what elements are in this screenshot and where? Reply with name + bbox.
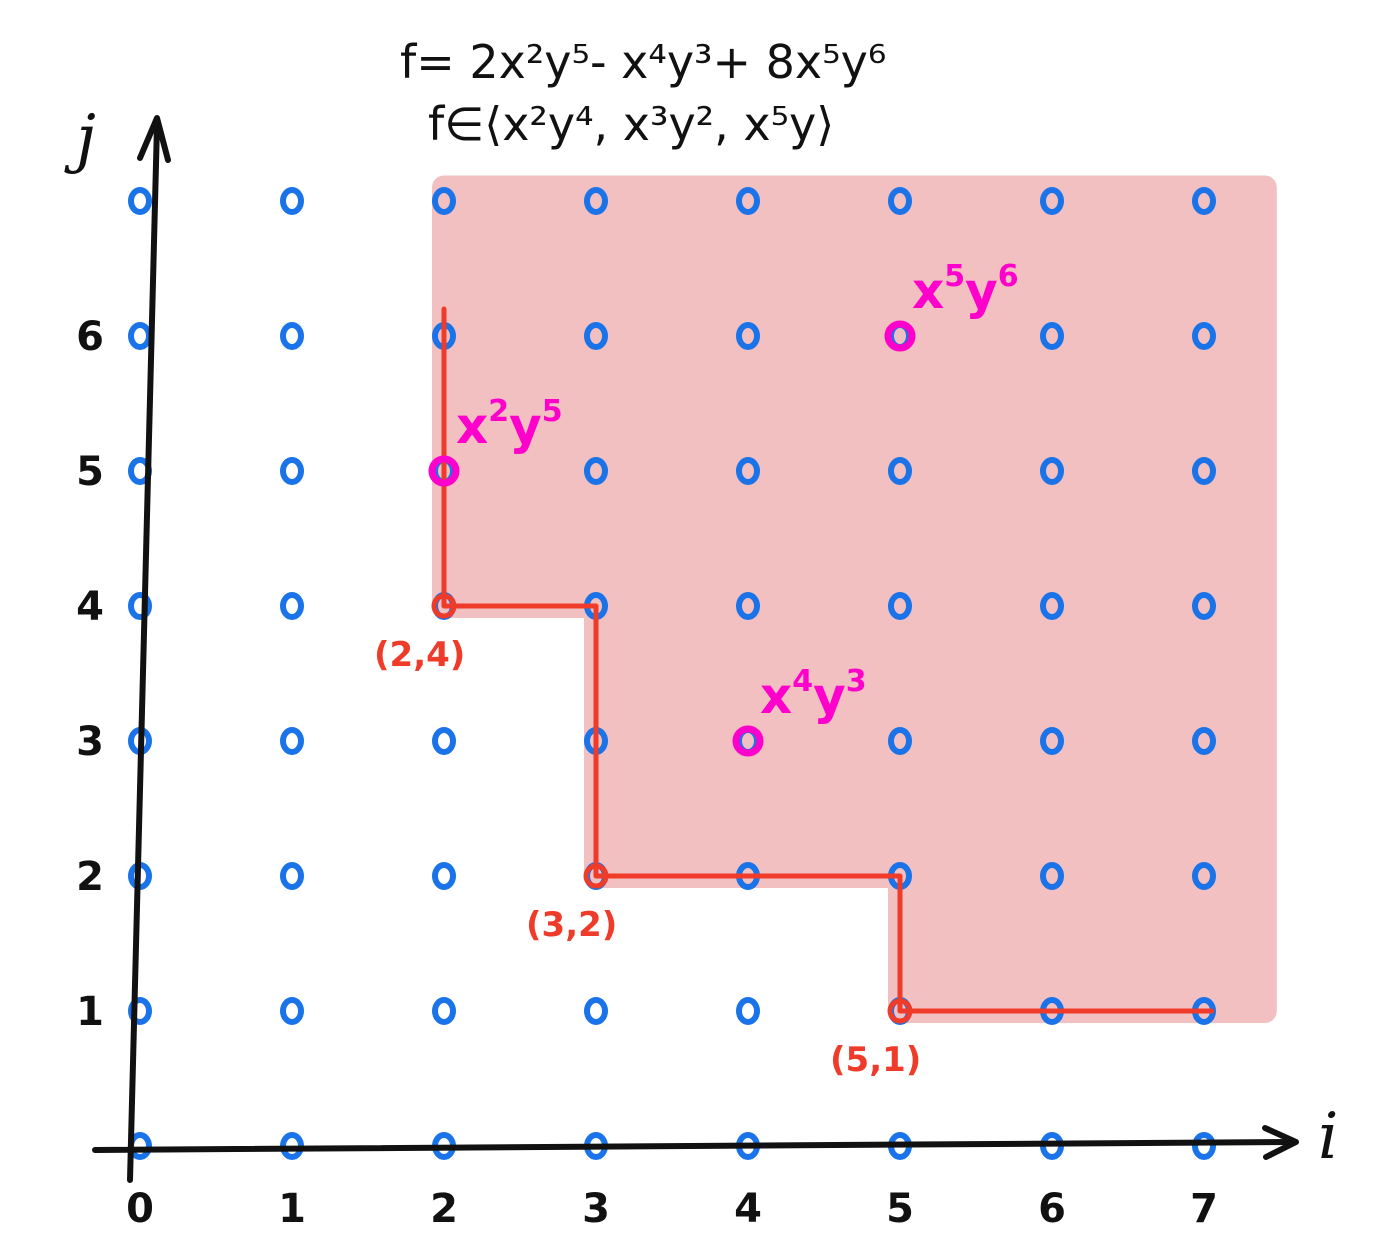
y-tick-labels: 1 2 3 4 5 6: [76, 314, 104, 1035]
lattice-point: [1040, 862, 1064, 890]
lattice-point: [1192, 457, 1216, 485]
term-variable: y: [509, 397, 542, 455]
generator-label: (5,1): [830, 1040, 921, 1080]
y-tick-label: 5: [76, 449, 104, 495]
lattice-point: [1192, 322, 1216, 350]
lattice-point: [1040, 187, 1064, 215]
generator-point: [887, 998, 913, 1024]
lattice-point: [280, 727, 304, 755]
lattice-point: [888, 592, 912, 620]
polynomial-formula: f= 2x²y⁵- x⁴y³+ 8x⁵y⁶: [400, 35, 886, 89]
y-tick-label: 6: [76, 314, 104, 360]
lattice-point: [736, 457, 760, 485]
term-exponent: 3: [846, 664, 867, 699]
term-point: [428, 455, 460, 487]
x-tick-label: 6: [1038, 1186, 1066, 1232]
lattice-point: [1192, 592, 1216, 620]
staircase-boundary: [441, 306, 1215, 1014]
generator-corners: (2,4) (3,2) (5,1): [374, 593, 921, 1080]
lattice-point: [1192, 862, 1216, 890]
lattice-point: [432, 862, 456, 890]
y-tick-label: 1: [76, 989, 104, 1035]
lattice-point: [128, 322, 152, 350]
term-point: [884, 320, 916, 352]
lattice-point: [888, 727, 912, 755]
term-point: [732, 725, 764, 757]
lattice-point: [128, 997, 152, 1025]
y-tick-label: 4: [76, 584, 104, 630]
term-variable: x: [760, 667, 792, 725]
term-variable: y: [965, 262, 998, 320]
lattice-point: [280, 187, 304, 215]
lattice-point: [1040, 727, 1064, 755]
lattice-point: [128, 592, 152, 620]
term-variable: x: [912, 262, 944, 320]
x-axis-arrowhead: [1262, 1125, 1299, 1160]
lattice-point: [432, 187, 456, 215]
ideal-region: [432, 175, 1277, 1023]
x-tick-label: 1: [278, 1186, 306, 1232]
y-axis-arrowhead: [137, 115, 171, 163]
x-tick-label: 5: [886, 1186, 914, 1232]
term-exponent: 6: [998, 259, 1019, 294]
lattice-point: [432, 727, 456, 755]
lattice-point: [1040, 592, 1064, 620]
x-tick-labels: 0 1 2 3 4 5 6 7: [126, 1186, 1218, 1232]
lattice-point: [736, 997, 760, 1025]
lattice-point: [280, 457, 304, 485]
y-axis-line: [127, 122, 160, 1183]
lattice-point: [736, 322, 760, 350]
generator-point: [583, 863, 609, 889]
x-tick-label: 0: [126, 1186, 154, 1232]
lattice-point: [584, 457, 608, 485]
term-exponent: 4: [792, 664, 813, 699]
term-variable: x: [456, 397, 488, 455]
lattice-point: [584, 322, 608, 350]
lattice-point: [736, 592, 760, 620]
generator-label: (2,4): [374, 635, 465, 675]
x-tick-label: 2: [430, 1186, 458, 1232]
x-tick-label: 4: [734, 1186, 762, 1232]
x-tick-label: 7: [1190, 1186, 1218, 1232]
lattice-point: [1040, 457, 1064, 485]
lattice-point: [1192, 187, 1216, 215]
term-variable: y: [813, 667, 846, 725]
lattice-point: [128, 187, 152, 215]
lattice-point: [1040, 322, 1064, 350]
lattice-point: [736, 187, 760, 215]
x-axis-label: i: [1318, 1100, 1338, 1174]
y-tick-label: 3: [76, 719, 104, 765]
term-exponent: 2: [488, 394, 509, 429]
lattice-point: [280, 322, 304, 350]
lattice-point: [1192, 1132, 1216, 1160]
lattice-point: [280, 592, 304, 620]
lattice-point: [432, 997, 456, 1025]
generator-label: (3,2): [526, 905, 617, 945]
term-exponent: 5: [542, 394, 563, 429]
term-label: x5y6: [912, 259, 1019, 320]
lattice-point: [584, 187, 608, 215]
lattice-point: [888, 457, 912, 485]
generator-point: [431, 593, 457, 619]
term-label: x2y5: [456, 394, 563, 455]
ideal-membership-formula: f∈⟨x²y⁴, x³y², x⁵y⟩: [428, 97, 834, 151]
y-tick-label: 2: [76, 854, 104, 900]
term-label: x4y3: [760, 664, 867, 725]
lattice-point: [584, 997, 608, 1025]
lattice-point: [280, 997, 304, 1025]
lattice-point: [280, 862, 304, 890]
term-exponent: 5: [944, 259, 965, 294]
x-tick-label: 3: [582, 1186, 610, 1232]
y-axis-label: j: [64, 102, 96, 176]
x-axis-line: [92, 1139, 1293, 1153]
lattice-point: [888, 187, 912, 215]
lattice-point: [1192, 727, 1216, 755]
